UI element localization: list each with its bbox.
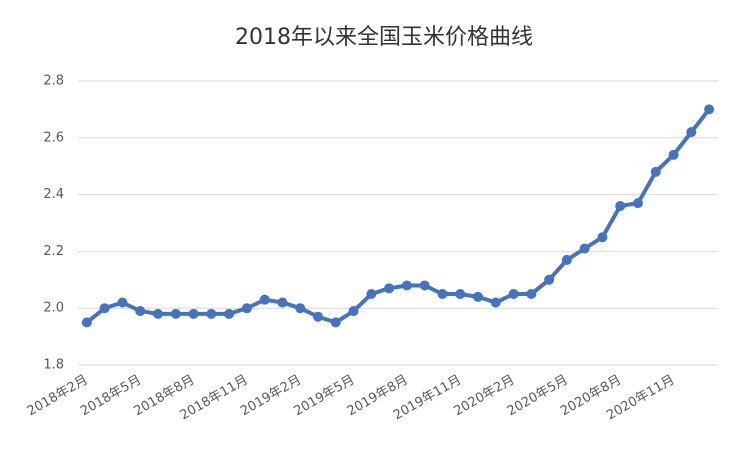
data-point [561, 254, 572, 265]
data-point [419, 280, 430, 291]
data-point [206, 308, 217, 319]
data-point [650, 166, 661, 177]
data-point [686, 127, 697, 138]
data-point [544, 274, 555, 285]
data-point [81, 317, 92, 328]
data-point [579, 243, 590, 254]
data-point [668, 149, 679, 160]
y-tick-label: 2.4 [43, 187, 64, 202]
data-point [153, 308, 163, 319]
data-point [295, 303, 306, 314]
data-point [277, 297, 288, 308]
data-point [241, 303, 252, 314]
data-point [348, 306, 359, 317]
data-point [117, 297, 128, 308]
data-point [135, 306, 146, 317]
data-point [704, 104, 715, 115]
data-point [384, 283, 395, 294]
data-point [313, 311, 323, 322]
data-point [508, 289, 519, 299]
data-point [455, 289, 466, 299]
y-tick-label: 2.6 [43, 130, 64, 145]
data-point [259, 294, 270, 305]
chart-title: 2018年以来全国玉米价格曲线 [235, 25, 533, 50]
data-point [188, 308, 199, 319]
data-point [633, 198, 643, 209]
data-point [526, 289, 537, 299]
data-point [473, 291, 483, 302]
data-point [99, 303, 110, 314]
data-point [615, 200, 626, 211]
data-point [437, 289, 448, 299]
y-tick-label: 2.8 [43, 74, 64, 89]
y-tick-label: 2.0 [43, 301, 64, 316]
data-point [224, 308, 235, 319]
data-point [597, 232, 608, 243]
data-point [170, 308, 181, 319]
data-point [366, 289, 377, 299]
y-tick-label: 1.8 [43, 358, 64, 373]
data-point [330, 317, 341, 328]
y-tick-label: 2.2 [43, 244, 64, 259]
data-point [401, 280, 412, 291]
data-point [490, 297, 501, 308]
